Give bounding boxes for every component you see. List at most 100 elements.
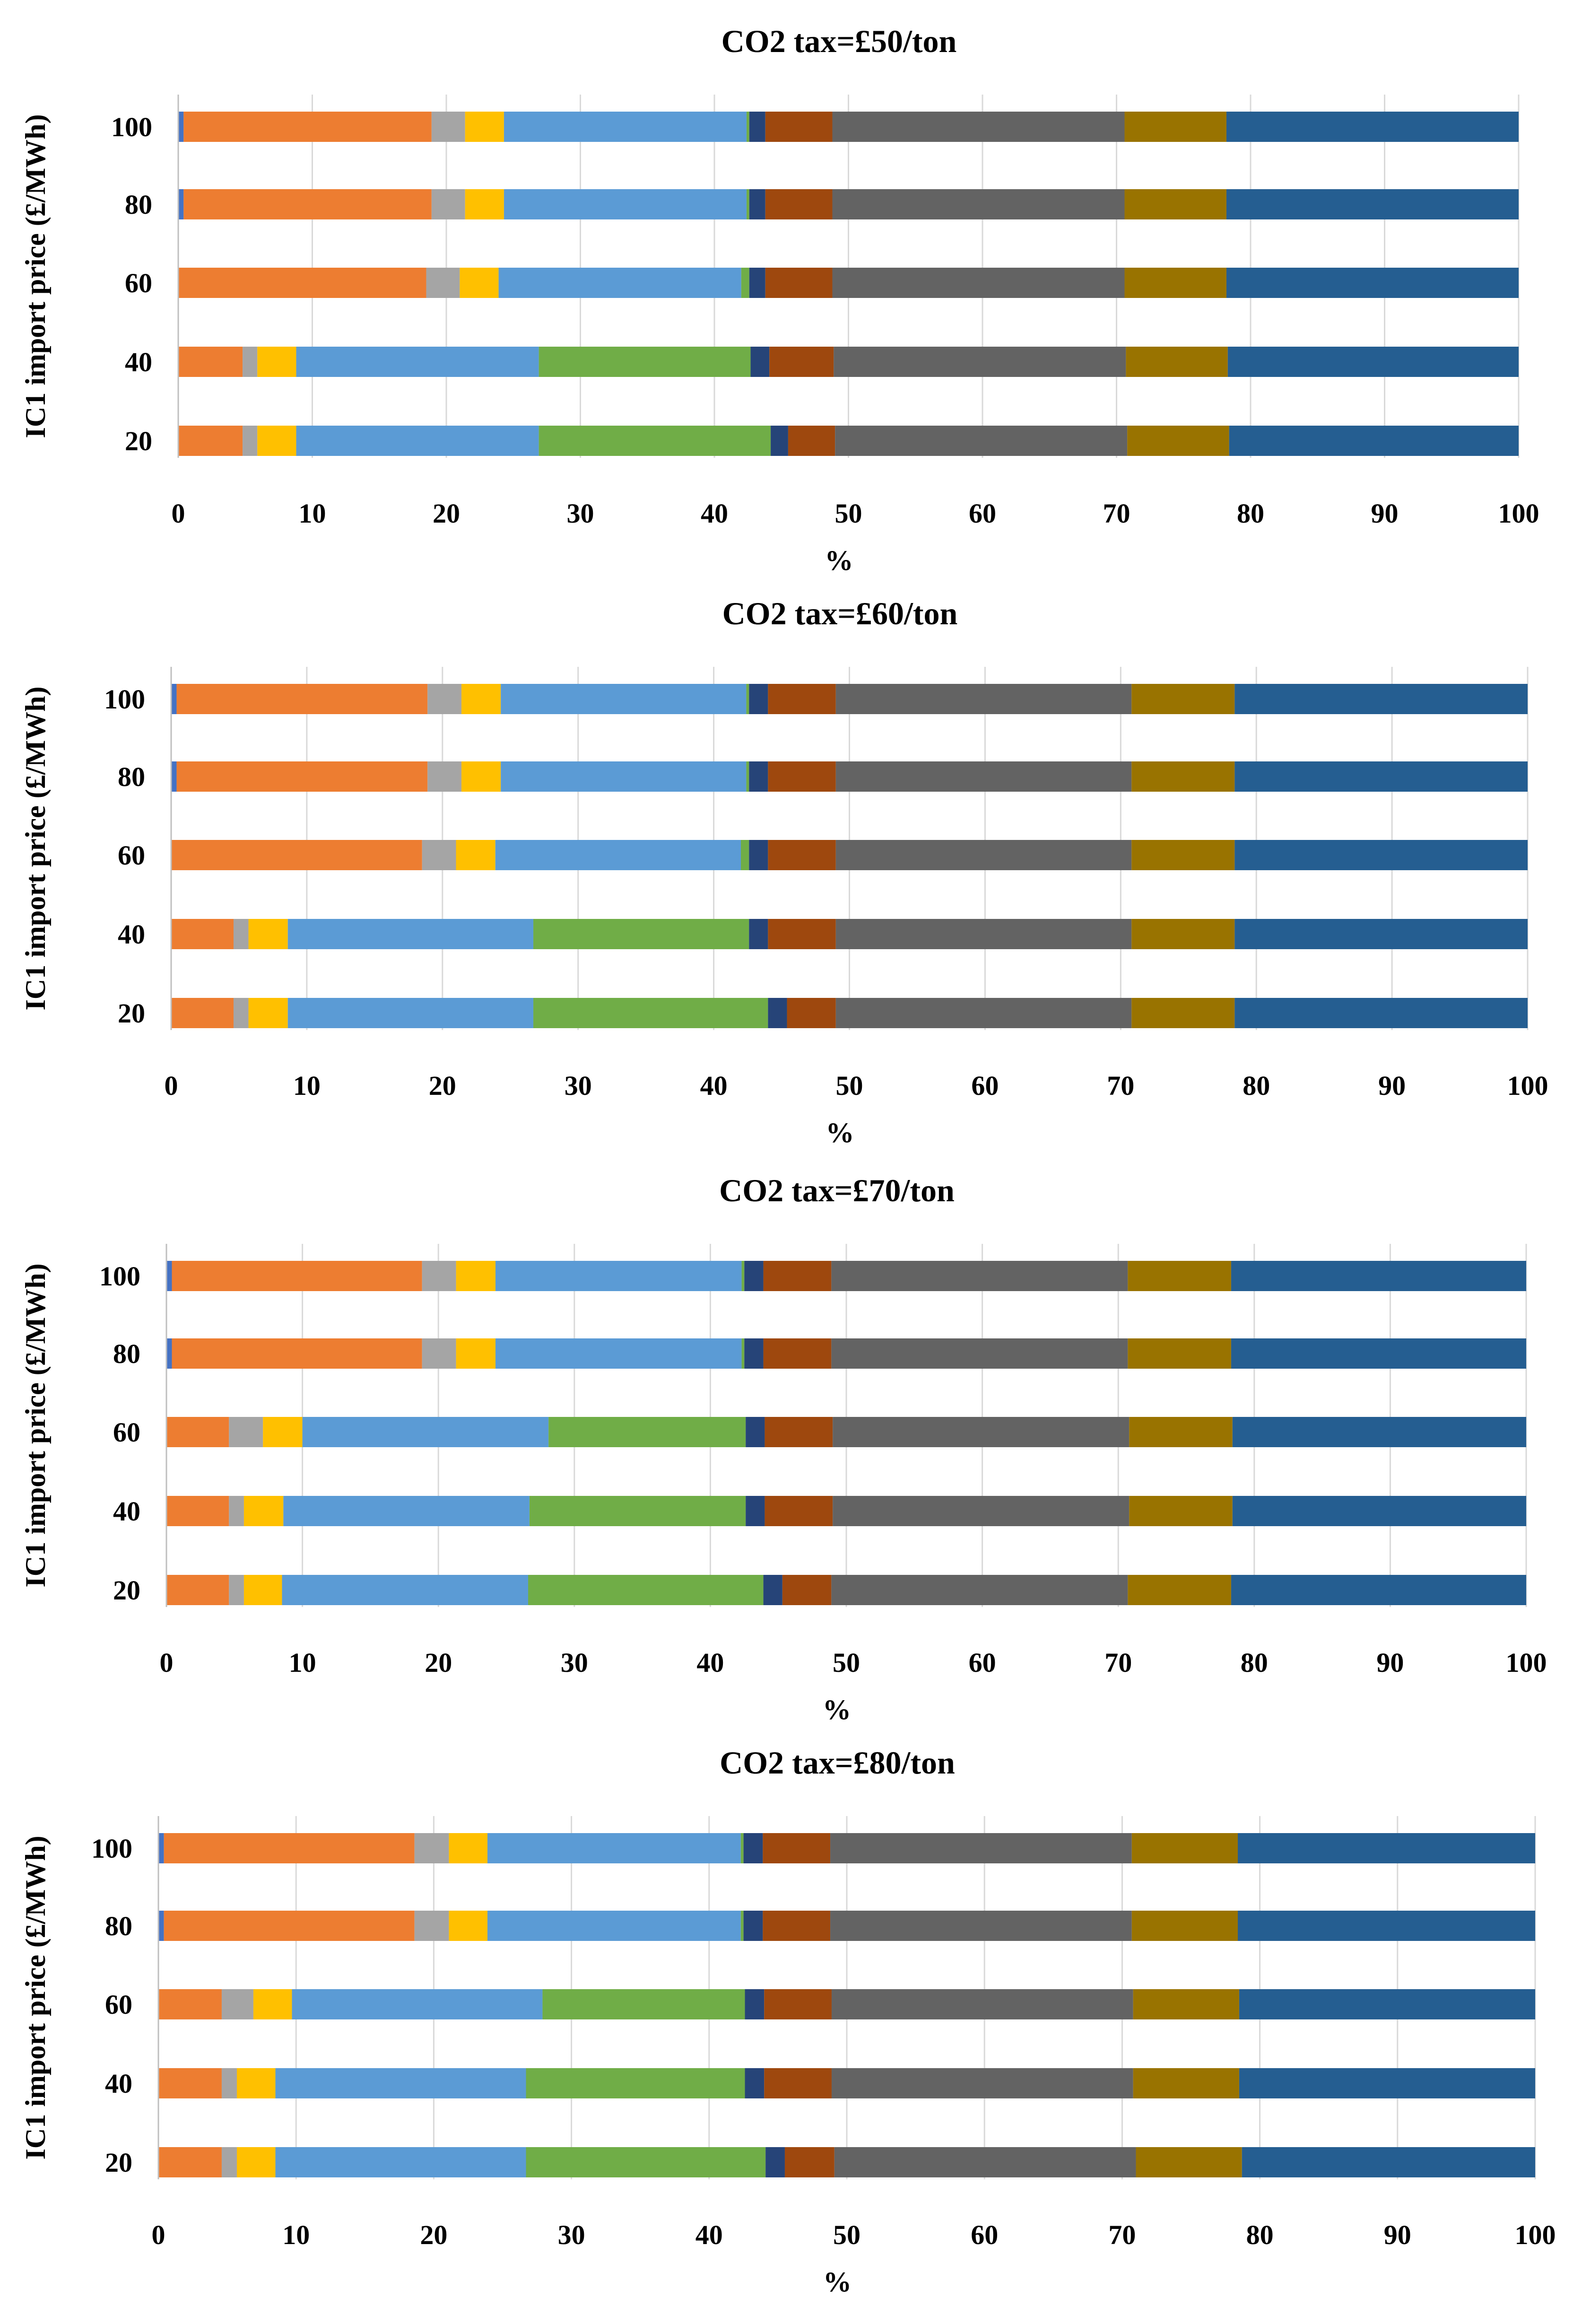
category-label: 40 — [113, 1496, 140, 1527]
bar-segment — [833, 1417, 1130, 1447]
bar-segment — [1128, 1575, 1231, 1605]
bar-segment — [449, 1833, 487, 1863]
x-tick-label: 0 — [160, 1647, 174, 1678]
bar-segment — [831, 1575, 1128, 1605]
chart-panel: CO2 tax=£80/ton 100 80 60 40 20 0 10 20 30 40 50 60 7… — [0, 1721, 1582, 2302]
bar-segment — [746, 1496, 765, 1526]
bar-segment — [746, 1417, 765, 1447]
x-tick-label: 100 — [1506, 1647, 1547, 1678]
bar-segment — [784, 2147, 834, 2177]
bar-segment — [282, 1575, 529, 1605]
x-tick-label: 80 — [1246, 2219, 1274, 2250]
bar-segment — [763, 1833, 831, 1863]
bar-segment — [768, 998, 787, 1028]
bar-segment — [1231, 1338, 1526, 1369]
bar-segment — [788, 426, 835, 456]
bar-segment — [236, 2068, 276, 2098]
bar-segment — [426, 268, 460, 298]
stacked-bar-chart: CO2 tax=£50/ton 100 80 60 40 20 0 10 20 30 40 50 60 7… — [20, 23, 1539, 576]
bar-segment — [744, 1261, 764, 1291]
bar-segment — [178, 189, 184, 219]
x-tick-label: 10 — [289, 1647, 316, 1678]
bar-segment — [495, 1338, 742, 1369]
category-label: 60 — [113, 1417, 140, 1448]
bar-segment — [176, 761, 428, 792]
bar-segment — [414, 1911, 449, 1941]
bar-segment — [747, 112, 749, 142]
bar-segment — [1129, 1496, 1233, 1526]
bar-segment — [1124, 112, 1226, 142]
bar-segment — [296, 347, 539, 377]
bar-segment — [229, 1417, 263, 1447]
bar-segment — [542, 1989, 745, 2019]
bar-segment — [287, 998, 534, 1028]
x-tick-label: 30 — [565, 1070, 592, 1101]
bar-segment — [221, 1989, 253, 2019]
x-tick-label: 10 — [299, 498, 326, 529]
bar-segment — [746, 761, 749, 792]
category-label: 20 — [105, 2147, 132, 2178]
bar-segment — [787, 998, 836, 1028]
bar-segment — [763, 1261, 832, 1291]
bar-segment — [1127, 426, 1229, 456]
bar-segment — [831, 1989, 1133, 2019]
bar-segment — [1234, 761, 1528, 792]
bar-segment — [495, 840, 741, 870]
bar-segment — [166, 1261, 172, 1291]
bar-segment — [221, 2147, 237, 2177]
bar-segment — [460, 268, 499, 298]
bar-segment — [456, 1261, 495, 1291]
bar-segment — [743, 1911, 763, 1941]
bar-segment — [248, 919, 288, 949]
bar-segment — [233, 919, 249, 949]
x-tick-label: 60 — [969, 1647, 996, 1678]
bar-segment — [835, 840, 1132, 870]
bar-segment — [526, 2147, 766, 2177]
bar-segment — [750, 347, 770, 377]
bar-segment — [243, 1575, 282, 1605]
bar-segment — [487, 1833, 741, 1863]
category-label: 80 — [113, 1338, 140, 1369]
bar-segment — [236, 2147, 276, 2177]
bar-segment — [741, 1261, 745, 1291]
bar-segment — [747, 189, 749, 219]
x-tick-label: 0 — [165, 1070, 178, 1101]
bar-segment — [835, 684, 1132, 714]
bar-segment — [1128, 1261, 1231, 1291]
bar-segment — [1238, 1833, 1535, 1863]
bar-segment — [158, 2147, 222, 2177]
bar-segment — [1232, 1496, 1526, 1526]
category-label: 40 — [105, 2068, 132, 2099]
bar-segment — [166, 1496, 229, 1526]
bar-segment — [1131, 1911, 1238, 1941]
bar-segment — [834, 2147, 1136, 2177]
bar-segment — [763, 1338, 832, 1369]
bar-segment — [158, 1911, 164, 1941]
bar-segment — [835, 761, 1132, 792]
x-tick-label: 40 — [700, 1070, 728, 1101]
chart-title: CO2 tax=£80/ton — [720, 1745, 955, 1781]
bar-segment — [501, 684, 747, 714]
bar-segment — [835, 998, 1132, 1028]
bar-segment — [835, 426, 1128, 456]
bar-segment — [744, 1338, 764, 1369]
bar-segment — [764, 1989, 832, 2019]
category-label: 80 — [105, 1911, 132, 1941]
x-tick-label: 90 — [1384, 2219, 1411, 2250]
bar-segment — [765, 112, 833, 142]
bar-segment — [831, 2068, 1133, 2098]
bar-segment — [1229, 426, 1519, 456]
bar-segment — [533, 998, 768, 1028]
x-tick-label: 70 — [1108, 2219, 1136, 2250]
category-label: 40 — [125, 347, 152, 377]
bar-segment — [257, 426, 296, 456]
bar-segment — [171, 761, 177, 792]
bar-segment — [835, 919, 1132, 949]
bar-segment — [243, 1496, 284, 1526]
x-tick-label: 20 — [420, 2219, 447, 2250]
bar-segment — [302, 1417, 549, 1447]
bar-segment — [292, 1989, 543, 2019]
bar-segment — [283, 1496, 530, 1526]
bar-segment — [1234, 684, 1528, 714]
bar-segment — [749, 840, 768, 870]
